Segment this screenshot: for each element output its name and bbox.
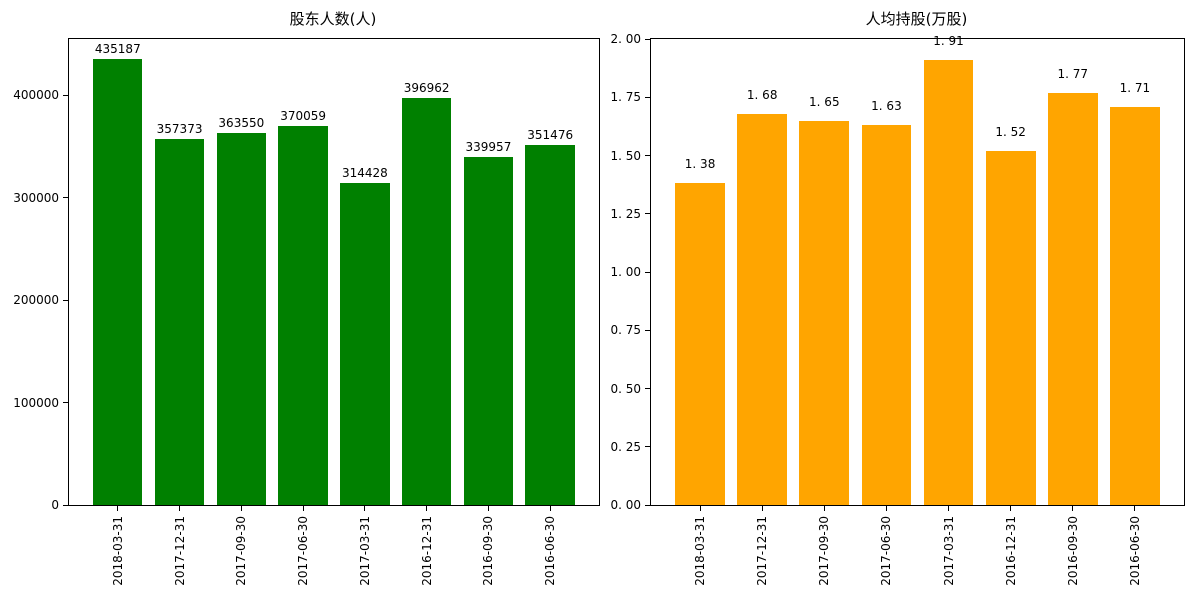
y-tick-mark (645, 329, 650, 331)
per-capita-holdings-chart: 人均持股(万股) 1. 38 1. 68 1. 65 1. 63 1. 91 1. 52 1… (600, 0, 1200, 600)
y-tick-label: 1. 25 (610, 206, 641, 221)
y-tick-mark (645, 38, 650, 40)
y-tick-label: 200000 (13, 293, 59, 308)
y-tick-label: 0. 25 (610, 439, 641, 454)
y-tick-mark (63, 504, 68, 506)
x-tick-mark (426, 506, 428, 511)
x-tick-label: 2016-09-30 (1065, 516, 1080, 586)
bar (675, 183, 725, 505)
y-tick-label: 300000 (13, 190, 59, 205)
x-tick-mark (364, 506, 366, 511)
x-tick-label: 2016-09-30 (481, 516, 496, 586)
x-tick-mark (823, 506, 825, 511)
bar (1110, 106, 1160, 505)
y-tick-mark (645, 213, 650, 215)
x-tick-mark (948, 506, 950, 511)
bar (985, 150, 1036, 505)
bar-value-label: 1. 63 (871, 99, 902, 114)
chart-title: 股东人数(人) (289, 10, 377, 28)
plot-area: 435187 357373 363550 370059 314428 396962 3399… (68, 38, 600, 506)
y-tick-label: 2. 00 (610, 32, 641, 46)
x-tick-label: 2017-09-30 (817, 516, 832, 586)
x-tick-label: 2018-03-31 (693, 516, 708, 586)
y-tick-mark (645, 271, 650, 273)
x-tick-mark (549, 506, 551, 511)
y-tick-mark (63, 299, 68, 301)
x-tick-mark (1010, 506, 1012, 511)
x-tick-label: 2017-06-30 (879, 516, 894, 586)
x-tick-label: 2017-03-31 (357, 516, 372, 586)
bar-value-label: 1. 65 (809, 94, 840, 109)
x-tick-label: 2016-12-31 (1003, 516, 1018, 586)
y-tick-mark (645, 155, 650, 156)
x-tick-mark (302, 506, 304, 511)
bar (861, 125, 912, 505)
x-tick-label: 2017-12-31 (755, 516, 770, 586)
bar-value-label: 351476 (527, 128, 574, 143)
y-tick-label: 1. 00 (610, 265, 641, 279)
bar-value-label: 435187 (94, 42, 141, 57)
x-tick-mark (761, 506, 763, 511)
bar (525, 145, 575, 505)
bar-value-label: 1. 71 (1119, 80, 1151, 95)
y-tick-mark (63, 197, 68, 199)
bar-value-label: 396962 (403, 81, 450, 96)
bar-value-label: 357373 (156, 122, 203, 136)
y-tick-label: 0 (51, 498, 59, 512)
chart-title: 人均持股(万股) (865, 10, 968, 28)
x-tick-mark (487, 506, 489, 511)
bar-value-label: 339957 (465, 139, 512, 154)
bar-value-label: 1. 38 (684, 157, 716, 172)
bar (923, 59, 974, 505)
y-tick-mark (645, 504, 650, 506)
x-tick-mark (885, 506, 887, 511)
x-tick-mark (1134, 506, 1136, 511)
y-tick-label: 100000 (13, 395, 59, 410)
y-tick-label: 400000 (13, 88, 59, 103)
x-tick-label: 2016-12-31 (419, 516, 434, 586)
y-tick-label: 0. 00 (610, 498, 641, 512)
bar (401, 98, 452, 505)
bar-value-label: 314428 (341, 165, 388, 180)
bar (340, 182, 390, 505)
bar-value-label: 1. 52 (995, 124, 1026, 139)
x-tick-label: 2017-12-31 (172, 516, 187, 586)
x-tick-mark (1072, 506, 1074, 511)
y-tick-label: 1. 75 (610, 90, 641, 105)
bar (737, 113, 788, 505)
y-tick-label: 0. 50 (610, 381, 641, 396)
x-tick-label: 2017-06-30 (296, 516, 311, 586)
plot-area: 1. 38 1. 68 1. 65 1. 63 1. 91 1. 52 1. 77 1. 71 (650, 34, 1185, 506)
bar (1047, 92, 1098, 505)
bar (93, 59, 143, 505)
bar (216, 132, 267, 505)
bar-value-label: 1. 77 (1057, 66, 1089, 81)
x-tick-label: 2017-09-30 (234, 516, 249, 586)
x-tick-label: 2017-03-31 (941, 516, 956, 586)
bar (463, 156, 514, 505)
bar-value-label: 363550 (218, 115, 265, 130)
x-tick-label: 2016-06-30 (1127, 516, 1142, 586)
y-tick-mark (645, 446, 650, 448)
y-tick-mark (645, 388, 650, 389)
x-tick-mark (179, 506, 181, 511)
bar (278, 126, 328, 505)
x-tick-mark (117, 506, 119, 511)
bar-value-label: 1. 91 (933, 33, 964, 48)
shareholder-count-chart: 股东人数(人) 435187 357373 363550 370059 314428 39… (13, 10, 600, 586)
y-tick-label: 1. 50 (610, 148, 641, 163)
bar (799, 120, 850, 505)
x-tick-mark (699, 506, 701, 511)
y-tick-mark (63, 94, 68, 96)
bar-value-label: 1. 68 (746, 87, 778, 102)
x-tick-mark (240, 506, 242, 511)
x-tick-label: 2018-03-31 (110, 516, 125, 586)
x-tick-label: 2016-06-30 (543, 516, 558, 586)
y-tick-mark (645, 96, 650, 98)
y-tick-label: 0. 75 (610, 323, 641, 338)
y-tick-mark (63, 402, 68, 404)
bar-value-label: 370059 (280, 109, 327, 123)
bar (154, 139, 205, 505)
